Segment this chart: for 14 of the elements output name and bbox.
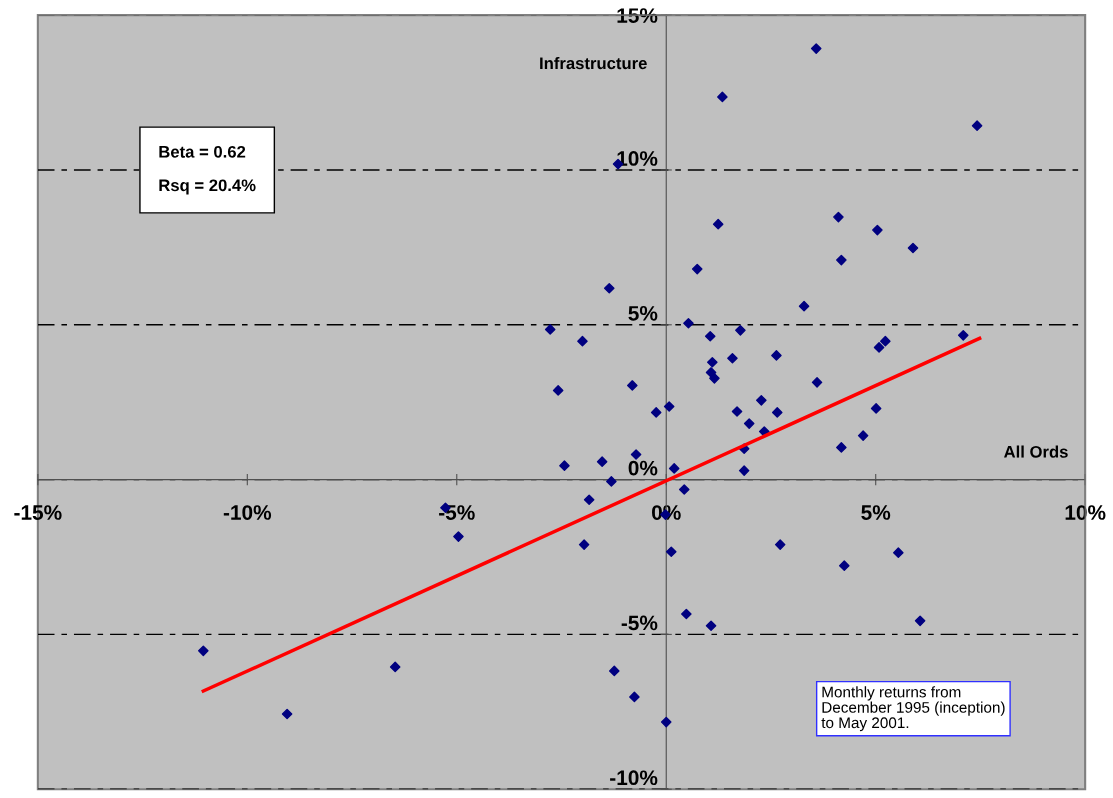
x-tick-label: -10%	[223, 505, 272, 520]
y-tick-label: 0%	[628, 460, 658, 476]
y-tick-label: -5%	[621, 615, 658, 631]
text: Beta = 0.62 Rsq = 20.4%	[159, 145, 256, 195]
y-tick-label: 5%	[628, 305, 658, 321]
annotation: Monthly returns from December 1995 (inception) to May 2001.	[821, 686, 1005, 732]
x-tick-label: 5%	[861, 505, 891, 520]
x-tick-label: 10%	[1065, 505, 1106, 520]
y-tick-label: -10%	[610, 770, 658, 786]
x-axis-title: All Ords	[1004, 445, 1068, 458]
x-tick-label: -15%	[14, 505, 62, 520]
y-axis-title: Infrastructure	[540, 56, 647, 70]
y-tick-label: 15%	[617, 8, 658, 23]
y-tick-label: 10%	[617, 151, 658, 166]
